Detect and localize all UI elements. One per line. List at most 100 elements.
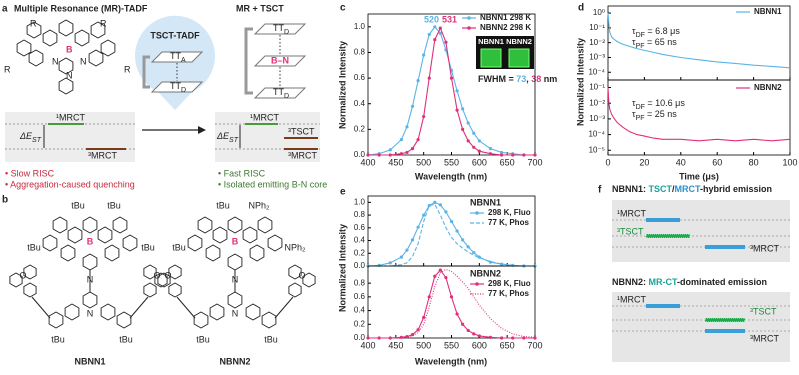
y-tick-label: 10⁻³ <box>589 53 605 62</box>
level-label: ¹MRCT <box>617 294 646 304</box>
inset-label: NBNN1 <box>478 37 504 46</box>
ring <box>261 311 277 329</box>
x-tick-label: 700 <box>527 157 542 167</box>
x-tick-label: 700 <box>527 340 542 350</box>
x-axis-label: Wavelength (nm) <box>415 171 487 181</box>
data-point <box>416 225 420 229</box>
text: DF <box>636 104 645 111</box>
text: NBNN1: <box>612 184 649 194</box>
text: D <box>181 87 186 94</box>
bracket <box>244 27 253 95</box>
y-tick-label: 0.6 <box>354 223 366 232</box>
tau: τDF = 10.6 μs <box>632 98 685 111</box>
data-point <box>488 335 493 339</box>
legend-label: NBNN1 <box>754 7 782 16</box>
text: FWHM = <box>478 74 516 84</box>
ring <box>90 21 106 39</box>
legend-label: 77 K, Phos <box>488 289 529 298</box>
data-point <box>461 238 465 242</box>
series-line <box>607 13 791 69</box>
data-point <box>433 38 437 42</box>
data-point <box>405 125 409 129</box>
data-point <box>488 152 493 156</box>
bond <box>274 296 294 319</box>
y-tick-label: 0.4 <box>354 306 366 315</box>
panel-label: e <box>340 187 346 198</box>
x-tick-label: 550 <box>444 157 459 167</box>
x-tick-label: 400 <box>360 340 375 350</box>
data-point <box>522 153 526 157</box>
ring <box>67 226 83 244</box>
data-point <box>466 328 470 333</box>
data-point <box>455 312 459 316</box>
x-axis-label: Time (μs) <box>679 171 719 181</box>
ring <box>187 234 203 252</box>
level <box>645 233 691 239</box>
x-tick-label: 60 <box>712 157 722 167</box>
data-point <box>472 145 476 149</box>
panel-label: b <box>2 195 8 206</box>
y-tick-label: 0.6 <box>354 292 366 301</box>
compound-name: NBNN2 <box>219 356 250 366</box>
text: TT <box>170 51 181 61</box>
text: PF <box>636 115 645 122</box>
data-point <box>433 25 437 29</box>
bullet: • Aggregation-caused quenching <box>5 179 135 189</box>
data-point <box>477 149 481 153</box>
ring <box>197 216 213 234</box>
atom: tBu <box>216 200 230 210</box>
ring <box>48 311 64 329</box>
ring <box>242 226 258 244</box>
legend-marker <box>475 282 479 286</box>
ring <box>143 282 157 298</box>
ring <box>288 282 302 298</box>
data-point <box>410 238 415 242</box>
data-point <box>449 76 454 80</box>
ring <box>205 244 221 262</box>
atom: tBu <box>141 242 155 252</box>
data-point <box>399 152 403 156</box>
level-label: ¹MRCT <box>617 208 646 218</box>
data-point <box>511 336 515 340</box>
y-axis-label: Normalized Intensity <box>337 41 347 129</box>
data-point <box>405 248 409 252</box>
data-point <box>427 32 431 37</box>
atom: N <box>52 56 59 66</box>
x-tick-label: 20 <box>639 157 649 167</box>
tau: τPF = 65 ns <box>632 37 677 50</box>
y-tick-label: 1.0 <box>354 22 366 31</box>
y-tick-label: 0.8 <box>354 210 366 219</box>
data-point <box>449 295 454 299</box>
data-point <box>444 210 448 214</box>
ring <box>100 303 116 321</box>
y-axis-label: Normalized Intensity <box>575 38 585 126</box>
x-tick-label: 650 <box>500 157 515 167</box>
data-point <box>422 53 426 57</box>
panel-title: NBNN1: TSCT/MRCT-hybrid emission <box>612 184 772 194</box>
molecule <box>16 19 116 95</box>
level-label: ³TSCT <box>750 306 777 316</box>
ring <box>58 57 74 75</box>
plate-label: TTD <box>170 81 186 94</box>
x-tick-label: 100 <box>782 157 797 167</box>
plate-label: TTD <box>273 87 289 100</box>
ring <box>100 39 116 57</box>
level <box>646 218 680 222</box>
energy-box <box>612 200 790 262</box>
data-point <box>399 138 403 142</box>
text: τ <box>632 98 636 108</box>
y-tick-label: 0.8 <box>354 278 366 287</box>
data-point <box>500 336 504 340</box>
atom: tBu <box>51 334 65 344</box>
atom: tBu <box>264 334 278 344</box>
data-point <box>416 79 420 83</box>
data-point <box>472 332 476 336</box>
tau: τPF = 25 ns <box>632 109 677 122</box>
ring <box>58 77 74 95</box>
level-label: ¹MRCT <box>250 112 279 122</box>
text: / <box>672 184 675 194</box>
text: NBNN2: <box>612 277 649 287</box>
atom: tBu <box>107 200 121 210</box>
data-point <box>427 203 431 208</box>
ring <box>82 253 98 271</box>
